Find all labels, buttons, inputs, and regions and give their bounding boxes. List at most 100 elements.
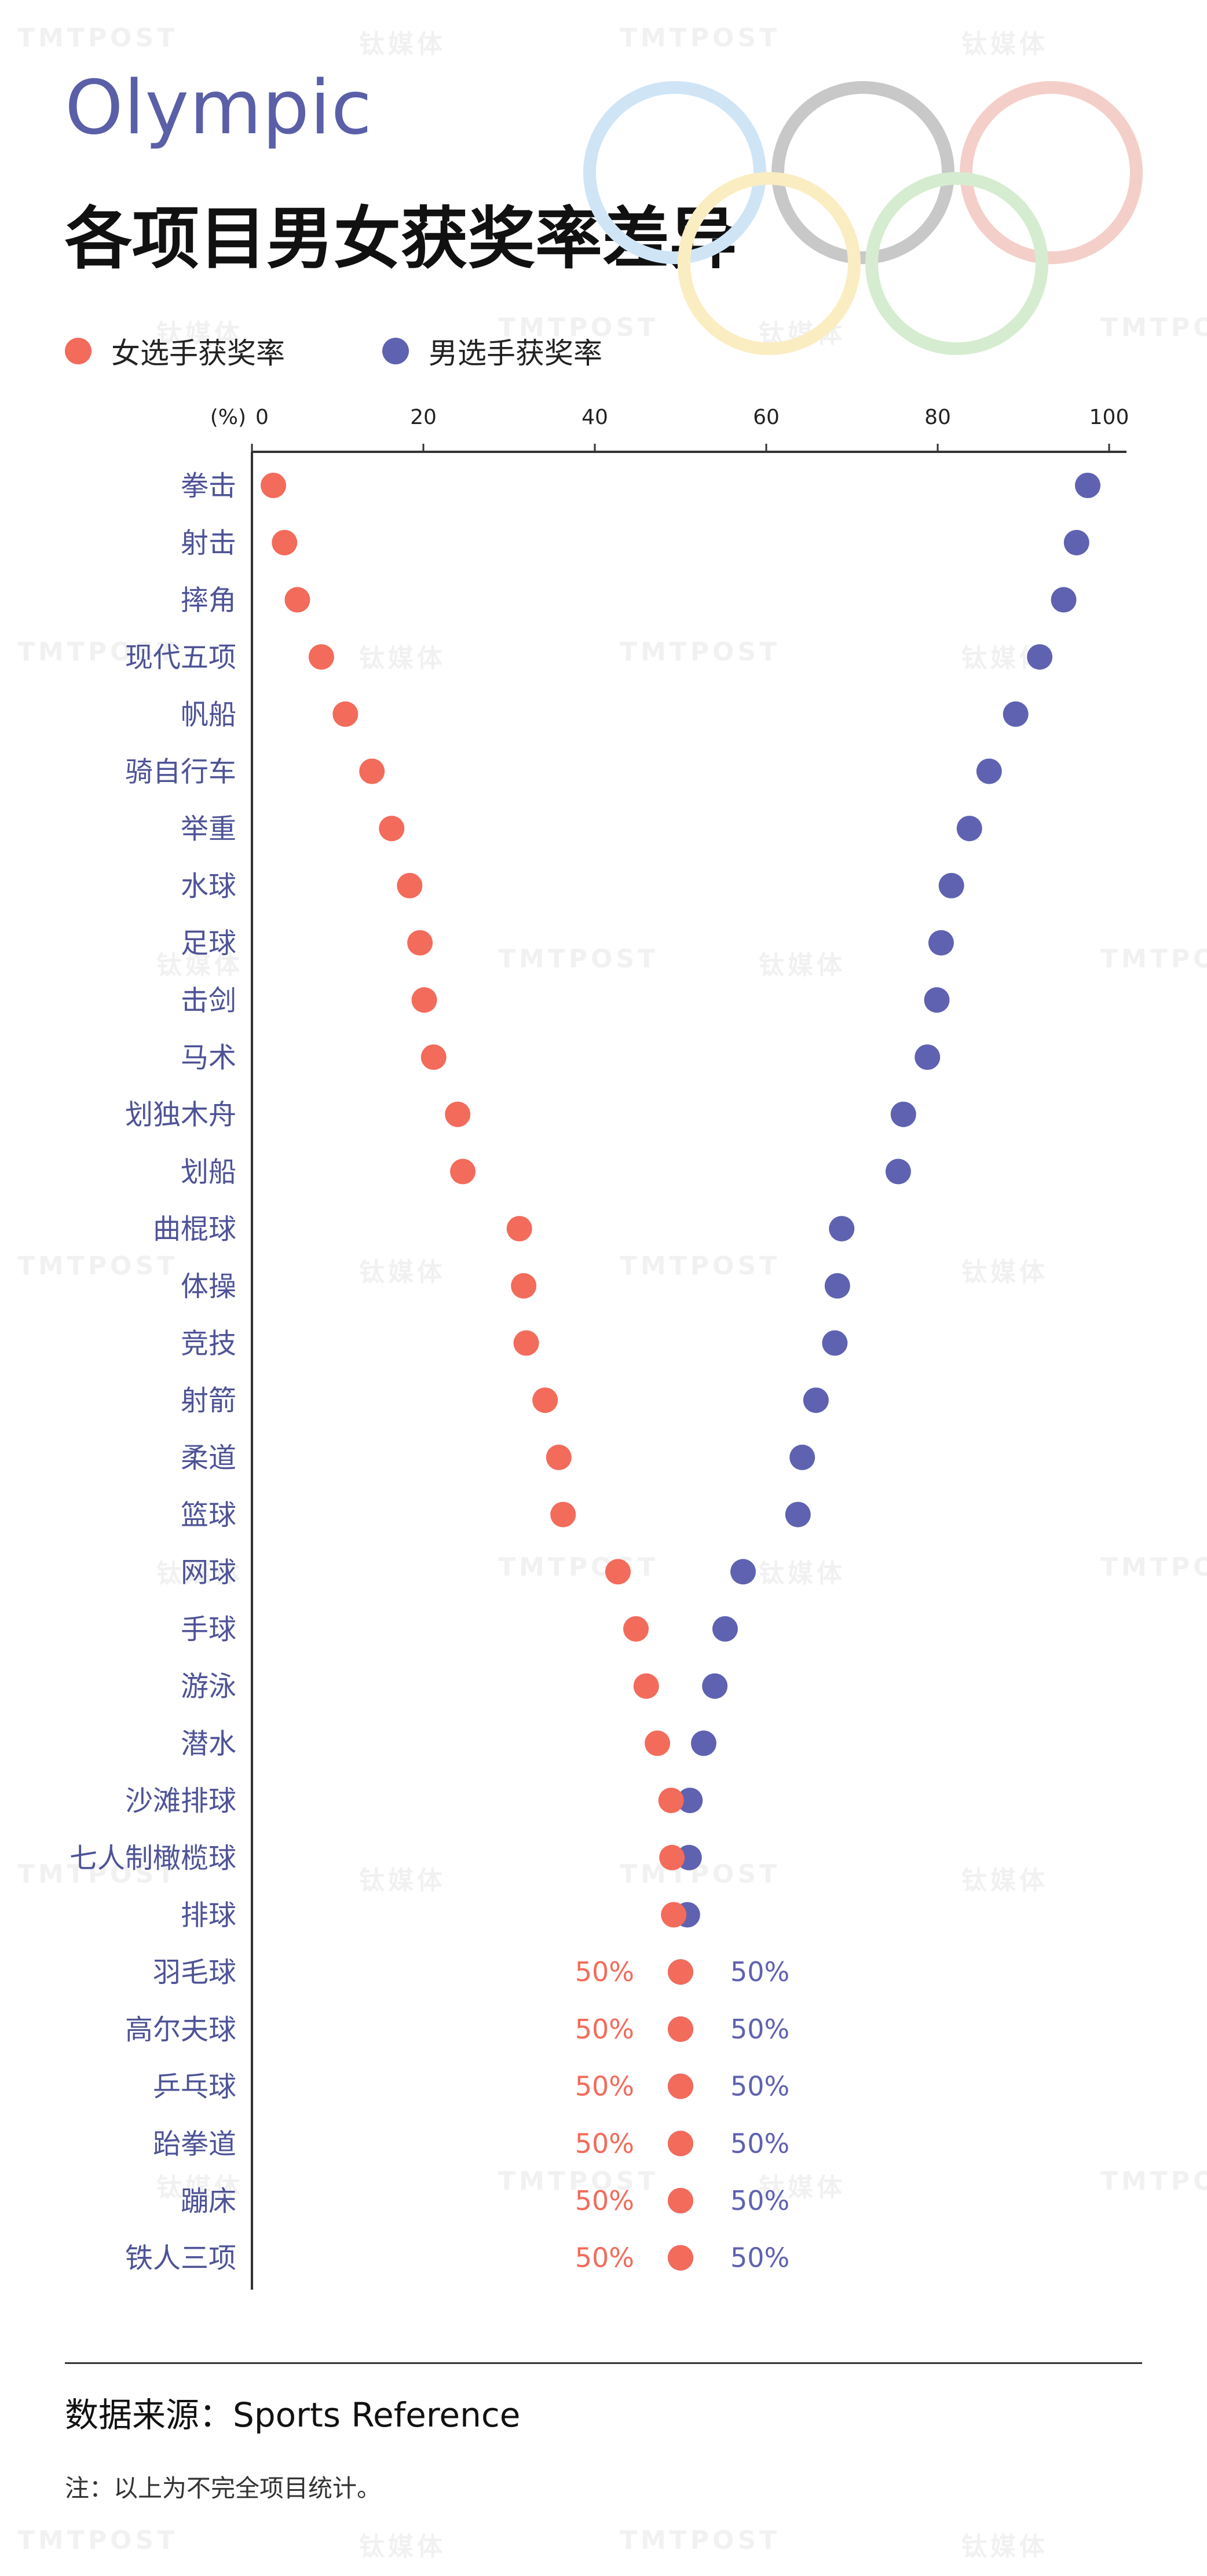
female-point bbox=[284, 587, 310, 613]
female-point bbox=[407, 930, 433, 956]
female-point bbox=[658, 1788, 684, 1814]
ring-black bbox=[771, 81, 954, 264]
male-point bbox=[1075, 473, 1100, 498]
category-label: 摔角 bbox=[181, 584, 236, 616]
male-point bbox=[976, 758, 1002, 784]
watermark-text: 钛媒体 bbox=[961, 30, 1048, 59]
female-point bbox=[668, 2073, 693, 2099]
legend-item-female: 女选手获奖率 bbox=[65, 330, 285, 372]
female-point bbox=[668, 2016, 693, 2042]
female-point bbox=[659, 1844, 685, 1870]
watermark-text: 钛媒体 bbox=[359, 2532, 446, 2562]
male-point bbox=[1063, 529, 1089, 556]
female-point bbox=[379, 816, 405, 842]
category-label: 射击 bbox=[181, 527, 236, 560]
male-point bbox=[1051, 587, 1077, 613]
male-point bbox=[677, 1788, 703, 1814]
female-point bbox=[668, 1959, 693, 1985]
footnote: 注：以上为不完全项目统计。 bbox=[65, 2474, 382, 2502]
x-tick-label: 0 bbox=[255, 405, 269, 429]
category-label: 高尔夫球 bbox=[125, 2014, 236, 2046]
watermark-text: TMTPOST bbox=[17, 23, 178, 53]
male-value-label: 50% bbox=[730, 2128, 789, 2159]
category-label: 现代五项 bbox=[125, 641, 236, 674]
female-point bbox=[645, 1730, 671, 1756]
male-point bbox=[890, 1101, 916, 1127]
male-point bbox=[924, 987, 950, 1013]
category-label: 击剑 bbox=[181, 984, 236, 1017]
footer-divider bbox=[65, 2362, 1142, 2364]
category-label: 篮球 bbox=[181, 1499, 236, 1532]
male-point bbox=[1003, 701, 1029, 727]
legend-item-male: 男选手获奖率 bbox=[382, 330, 602, 372]
female-value-label: 50% bbox=[575, 2014, 634, 2045]
category-label: 游泳 bbox=[181, 1671, 236, 1703]
male-point bbox=[730, 1559, 756, 1585]
watermark-text: TMTPOST bbox=[620, 2526, 781, 2555]
male-point bbox=[803, 1387, 829, 1413]
male-point bbox=[822, 1330, 848, 1356]
female-point bbox=[450, 1159, 476, 1185]
female-value-label: 50% bbox=[575, 2071, 634, 2102]
female-point bbox=[445, 1101, 471, 1127]
watermark-text: 钛媒体 bbox=[359, 30, 446, 59]
category-label: 曲棍球 bbox=[153, 1213, 236, 1245]
male-point bbox=[915, 1044, 941, 1070]
female-point bbox=[532, 1387, 558, 1413]
category-label: 举重 bbox=[181, 813, 236, 845]
category-label: 铁人三项 bbox=[125, 2242, 236, 2275]
title-english: Olympic bbox=[65, 65, 372, 151]
female-point bbox=[397, 872, 423, 898]
male-point bbox=[702, 1673, 728, 1699]
female-point bbox=[332, 701, 359, 727]
female-value-label: 50% bbox=[575, 2128, 634, 2159]
watermark-text: TMTPOST bbox=[620, 23, 781, 53]
female-value-label: 50% bbox=[575, 1956, 634, 1987]
male-value-label: 50% bbox=[730, 2185, 789, 2216]
male-point bbox=[938, 872, 964, 898]
x-axis-unit-label: (%) bbox=[210, 405, 246, 429]
x-tick-label: 100 bbox=[1089, 405, 1129, 429]
female-point bbox=[550, 1501, 576, 1528]
female-point bbox=[668, 2131, 693, 2157]
category-label: 竞技 bbox=[181, 1328, 236, 1360]
female-point bbox=[420, 1044, 447, 1070]
female-point bbox=[661, 1902, 687, 1928]
male-value-label: 50% bbox=[730, 1956, 789, 1987]
category-label: 足球 bbox=[181, 927, 236, 960]
male-point bbox=[956, 816, 982, 842]
male-point bbox=[789, 1444, 815, 1470]
female-point bbox=[506, 1216, 532, 1242]
category-label: 七人制橄榄球 bbox=[70, 1842, 236, 1875]
category-label: 网球 bbox=[181, 1556, 236, 1588]
female-value-label: 50% bbox=[575, 2185, 634, 2216]
female-point bbox=[513, 1330, 539, 1356]
category-label: 跆拳道 bbox=[153, 2128, 236, 2160]
male-point bbox=[885, 1159, 911, 1185]
legend-swatch-female bbox=[65, 338, 92, 364]
x-tick-label: 60 bbox=[753, 405, 780, 429]
category-label: 沙滩排球 bbox=[125, 1785, 236, 1817]
category-label: 水球 bbox=[181, 870, 236, 902]
category-label: 潜水 bbox=[181, 1727, 236, 1760]
male-value-label: 50% bbox=[730, 2071, 789, 2102]
x-tick-label: 80 bbox=[924, 405, 951, 429]
male-value-label: 50% bbox=[730, 2014, 789, 2045]
female-point bbox=[668, 2188, 693, 2213]
category-label: 划船 bbox=[181, 1156, 236, 1188]
female-point bbox=[668, 2245, 693, 2271]
male-point bbox=[824, 1273, 850, 1299]
ring-blue bbox=[583, 81, 766, 264]
male-point bbox=[712, 1616, 738, 1642]
ring-yellow bbox=[678, 172, 861, 355]
x-tick-label: 20 bbox=[410, 405, 437, 429]
female-point bbox=[546, 1444, 572, 1470]
legend-swatch-male bbox=[382, 338, 409, 364]
male-value-label: 50% bbox=[730, 2242, 789, 2274]
male-point bbox=[690, 1730, 716, 1756]
dot-plot-chart: 0 20 40 60 80 100 (%) 拳击射击摔角现代五项帆船骑自行车举重水球足球击剑马… bbox=[70, 405, 1129, 2290]
category-label: 体操 bbox=[181, 1270, 236, 1303]
category-label: 蹦床 bbox=[181, 2185, 236, 2217]
ring-green bbox=[865, 172, 1048, 355]
male-point bbox=[785, 1501, 811, 1528]
